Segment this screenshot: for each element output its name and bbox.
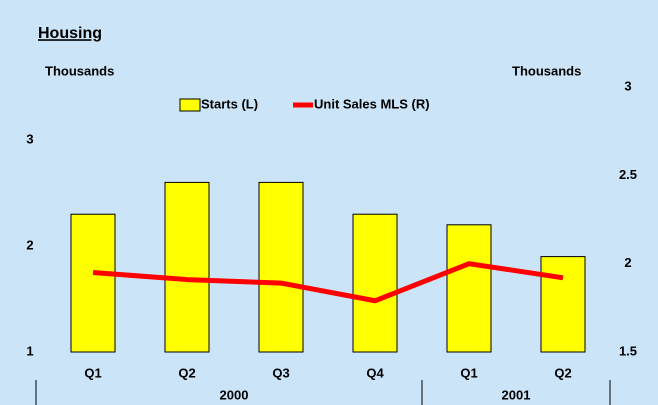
x-tick-label: Q4 [366,365,384,380]
y2-axis-label: Thousands [512,63,581,78]
x-tick-label: Q2 [554,365,571,380]
x-tick-label: Q1 [460,365,477,380]
x-tick-label: Q1 [84,365,101,380]
bar [164,181,210,353]
bar [352,213,398,353]
group-label: 2000 [220,387,249,402]
y-axis-label: Thousands [45,63,114,78]
y-tick-label: 3 [26,131,33,146]
y2-tick-label: 2 [624,255,631,270]
y2-tick-label: 3 [624,78,631,93]
y2-tick-label: 2.5 [619,167,637,182]
legend-label: Starts (L) [201,96,258,111]
group-label: 2001 [502,387,531,402]
bar [70,213,116,353]
x-tick-label: Q2 [178,365,195,380]
bar [258,181,304,353]
y-tick-label: 2 [26,237,33,252]
x-tick-label: Q3 [272,365,289,380]
legend-swatch [179,98,201,112]
line [92,261,564,304]
bar [540,256,586,353]
y-tick-label: 1 [26,343,33,358]
y2-tick-label: 1.5 [619,343,637,358]
chart-title: Housing [38,25,102,42]
legend-label: Unit Sales MLS (R) [314,96,430,111]
bar [446,224,492,353]
